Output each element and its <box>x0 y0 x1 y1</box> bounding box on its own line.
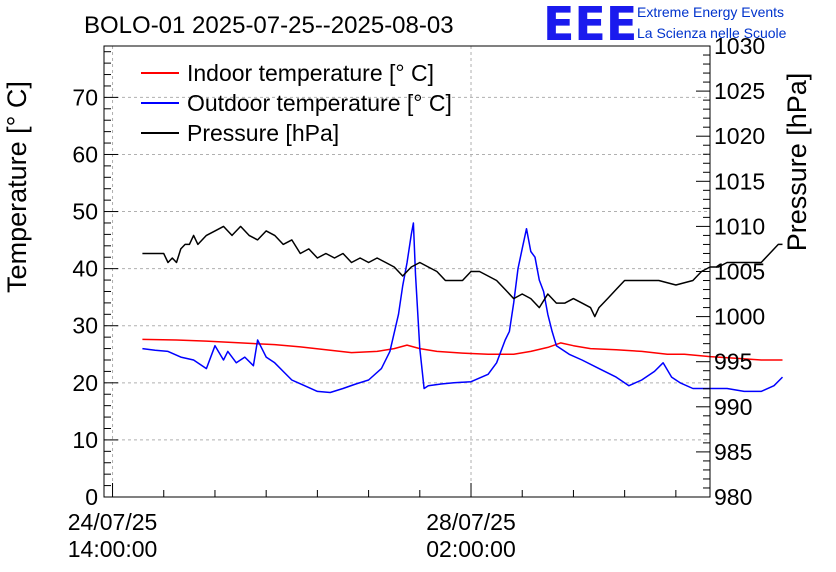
y-tick-label: 50 <box>72 199 98 225</box>
y2-tick-label: 1015 <box>714 168 765 194</box>
y2-tick-label: 1005 <box>714 259 765 285</box>
y2-tick-label: 1000 <box>714 304 765 330</box>
eee-logo-mark: EEE <box>543 0 637 51</box>
logo-line-2: La Scienza nelle Scuole <box>637 25 787 41</box>
y2-tick-label: 980 <box>714 484 752 510</box>
y-tick-label: 0 <box>85 484 98 510</box>
y-axis-title: Temperature [° C] <box>2 81 32 293</box>
y-tick-label: 30 <box>72 313 98 339</box>
legend-label-1: Outdoor temperature [° C] <box>187 90 452 116</box>
y2-tick-label: 1020 <box>714 123 765 149</box>
y2-axis-title: Pressure [hPa] <box>782 73 812 252</box>
y-tick-label: 70 <box>72 84 98 110</box>
y2-tick-label: 1010 <box>714 213 765 239</box>
right-axis-ticks: 980 985 990 995 1000 1005 1010 1015 1020 1025 1030 <box>696 33 765 510</box>
series-line-2 <box>142 225 783 318</box>
series-line-0 <box>142 338 783 361</box>
y2-tick-label: 1030 <box>714 33 765 59</box>
y-tick-label: 40 <box>72 256 98 282</box>
legend-label-0: Indoor temperature [° C] <box>187 60 434 86</box>
y-tick-label: 10 <box>72 427 98 453</box>
chart-legend: Indoor temperature [° C] Outdoor temperat… <box>141 60 452 146</box>
series-line-1 <box>142 222 784 394</box>
x-tick-label-time: 02:00:00 <box>426 536 516 562</box>
x-tick-label-date: 24/07/25 <box>68 509 158 535</box>
left-axis-ticks: 0 10 20 30 40 50 60 70 <box>72 51 118 510</box>
logo-line-1: Extreme Energy Events <box>637 4 784 20</box>
x-tick-label-date: 28/07/25 <box>426 509 516 535</box>
y2-tick-label: 990 <box>714 394 752 420</box>
plot-series <box>142 222 784 394</box>
grid <box>104 46 710 497</box>
y-tick-label: 60 <box>72 141 98 167</box>
y2-tick-label: 995 <box>714 349 752 375</box>
eee-logo: EEE Extreme Energy Events La Scienza nel… <box>543 0 787 51</box>
y2-tick-label: 985 <box>714 439 752 465</box>
chart-title: BOLO-01 2025-07-25--2025-08-03 <box>84 12 454 39</box>
y2-tick-label: 1025 <box>714 78 765 104</box>
legend-label-2: Pressure [hPa] <box>187 120 339 146</box>
y-tick-label: 20 <box>72 370 98 396</box>
x-tick-label-time: 14:00:00 <box>68 536 158 562</box>
